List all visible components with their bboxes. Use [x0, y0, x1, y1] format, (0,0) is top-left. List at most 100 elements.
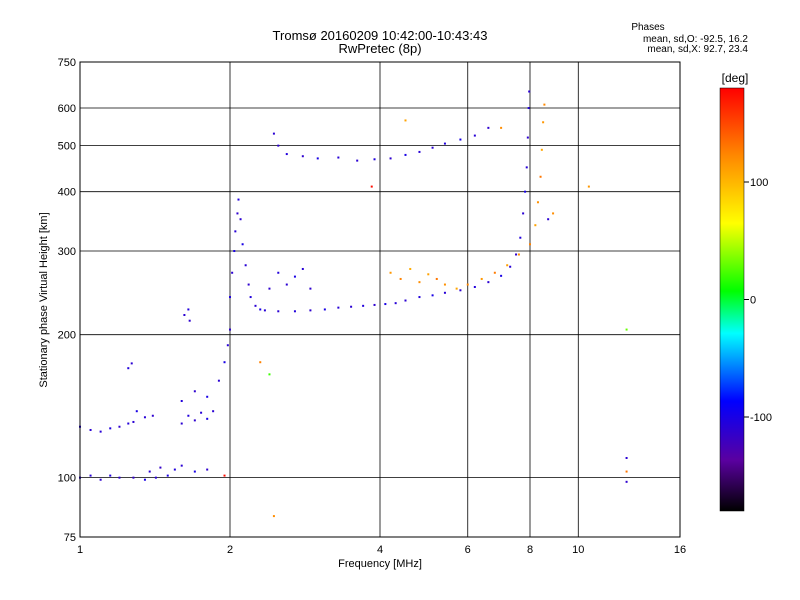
x-tick-label: 10	[572, 544, 584, 556]
data-point	[435, 277, 438, 280]
data-point	[135, 410, 138, 413]
data-point	[259, 308, 262, 311]
x-axis-label: Frequency [MHz]	[338, 558, 422, 570]
data-point	[443, 283, 446, 286]
data-point	[241, 243, 244, 246]
data-point	[109, 427, 112, 430]
scatter-points	[79, 90, 628, 518]
data-point	[236, 212, 239, 215]
data-point	[233, 250, 236, 253]
data-point	[159, 466, 162, 469]
data-point	[272, 132, 275, 135]
data-point	[285, 283, 288, 286]
data-point	[187, 308, 190, 311]
data-point	[536, 201, 539, 204]
data-point	[524, 190, 527, 193]
data-point	[493, 271, 496, 274]
data-point	[239, 218, 242, 221]
x-tick-label: 8	[527, 544, 533, 556]
data-point	[249, 296, 252, 299]
y-tick-label: 400	[58, 187, 76, 199]
data-point	[130, 362, 133, 365]
data-point	[143, 416, 146, 419]
data-point	[466, 283, 469, 286]
data-point	[316, 157, 319, 160]
y-axis-ticks: 75 100 200 300 400 500 600 750	[58, 57, 76, 544]
data-point	[522, 212, 525, 215]
x-tick-label: 16	[674, 544, 686, 556]
y-axis-label: Stationary phase Virtual Height [km]	[38, 212, 50, 387]
data-point	[587, 185, 590, 188]
data-point	[188, 319, 191, 322]
data-point	[226, 344, 229, 347]
data-point	[268, 287, 271, 290]
data-point	[500, 126, 503, 129]
data-point	[459, 138, 462, 141]
data-point	[515, 253, 518, 256]
data-point	[206, 417, 209, 420]
data-point	[534, 224, 537, 227]
data-point	[285, 153, 288, 156]
data-point	[487, 281, 490, 284]
data-point	[528, 90, 531, 93]
data-point	[99, 430, 102, 433]
data-point	[404, 119, 407, 122]
x-axis-ticks: 1 2 4 6 8 10 16	[77, 544, 686, 556]
data-point	[193, 390, 196, 393]
plot-frame	[79, 61, 681, 538]
data-point	[418, 150, 421, 153]
data-point	[350, 305, 353, 308]
data-point	[323, 308, 326, 311]
data-point	[180, 464, 183, 467]
data-point	[389, 157, 392, 160]
data-point	[99, 478, 102, 481]
data-point	[409, 267, 412, 270]
grid-lines	[79, 61, 681, 538]
data-point	[473, 285, 476, 288]
data-point	[254, 304, 257, 307]
data-point	[337, 156, 340, 159]
data-point	[272, 515, 275, 518]
data-point	[625, 470, 628, 473]
data-point	[183, 314, 186, 317]
data-point	[223, 474, 226, 477]
data-point	[519, 236, 522, 239]
data-point	[244, 264, 247, 267]
y-tick-label: 500	[58, 141, 76, 153]
data-point	[154, 476, 157, 479]
data-point	[487, 126, 490, 129]
data-point	[148, 470, 151, 473]
phases-o-stats: mean, sd,O: -92.5, 16.2	[643, 34, 748, 45]
colorbar-tick-label: 0	[750, 295, 756, 307]
data-point	[118, 476, 121, 479]
y-tick-label: 75	[64, 532, 76, 544]
data-point	[180, 400, 183, 403]
data-point	[206, 395, 209, 398]
x-tick-label: 4	[377, 544, 383, 556]
data-point	[625, 456, 628, 459]
colorbar	[719, 87, 745, 512]
data-point	[229, 296, 231, 299]
y-tick-label: 200	[58, 330, 76, 342]
data-point	[166, 474, 169, 477]
data-point	[529, 243, 531, 246]
data-point	[480, 277, 483, 280]
data-point	[540, 148, 543, 151]
data-point	[263, 309, 266, 312]
x-tick-label: 1	[77, 544, 83, 556]
y-tick-label: 600	[58, 103, 76, 115]
data-point	[206, 468, 209, 471]
data-point	[459, 289, 462, 292]
data-point	[443, 142, 446, 145]
data-point	[418, 281, 421, 284]
data-point	[443, 291, 446, 294]
data-point	[625, 480, 628, 483]
data-point	[309, 309, 312, 312]
data-point	[517, 253, 520, 256]
data-point	[552, 212, 555, 215]
data-point	[506, 264, 509, 267]
data-point	[384, 303, 387, 306]
data-point	[127, 367, 130, 370]
data-point	[539, 175, 542, 178]
